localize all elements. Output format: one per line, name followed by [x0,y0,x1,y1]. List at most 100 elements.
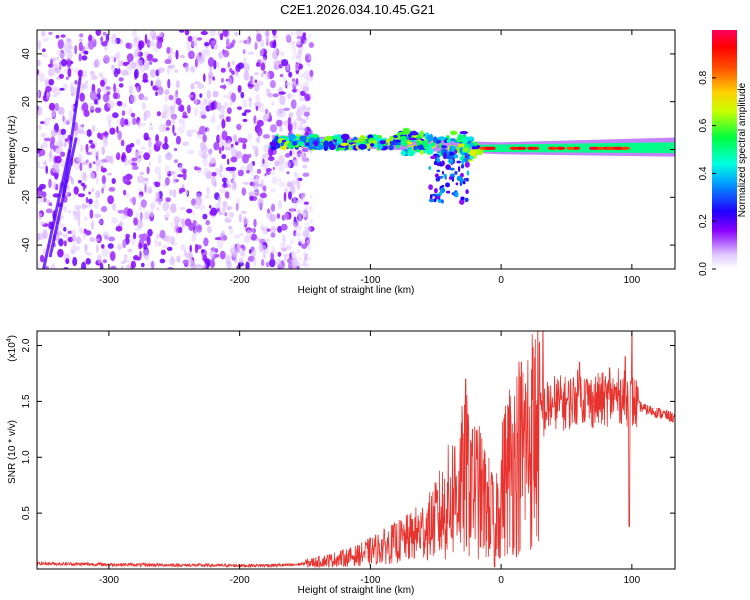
spec-noise-blob-1085 [106,248,110,256]
spec-noise-blob-1384 [45,37,49,42]
spec-noise-blob-1414 [291,55,294,61]
spec-noise-blob-354 [50,263,56,269]
spec-noise-blob-959 [192,211,196,216]
spec-noise-blob-1124 [101,187,104,194]
spec-signal-blob-224 [385,139,391,144]
spec-noise-blob-839 [283,191,287,202]
spec-noise-blob-557 [165,197,171,203]
spec-noise-blob-1161 [194,243,199,254]
spec-peak-blob-30 [606,146,615,150]
spec-noise-blob-963 [144,109,152,119]
spec-noise-blob-165 [196,133,203,140]
spec-noise-blob-1007 [88,198,93,205]
spec-tail-blob-77 [444,176,447,180]
spec-tail-blob-38 [428,184,433,191]
spec-tail-blob-70 [439,175,444,179]
spec-noise-blob-9 [139,171,145,175]
spec-noise-blob-422 [255,62,261,67]
spec-noise-blob-1231 [156,75,160,83]
spec-signal-blob-356 [286,137,290,142]
spec-peak-blob-39 [551,146,557,150]
spec-noise-blob-1450 [294,179,300,185]
spec-noise-blob-1436 [295,153,299,156]
spec-noise-blob-622 [88,139,94,144]
snr-y-scale-exp: 4 [6,338,13,342]
spec-noise-blob-809 [187,35,193,42]
spec-signal-blob-281 [392,135,398,139]
spec-noise-blob-202 [118,83,124,88]
spec-noise-blob-551 [179,104,185,112]
spec-noise-blob-862 [180,54,185,59]
spec-noise-blob-1268 [196,224,203,233]
spec-noise-blob-1365 [245,229,253,238]
spec-noise-blob-580 [179,30,185,33]
spec-noise-blob-476 [80,144,83,153]
spec-noise-blob-1477 [293,161,297,167]
spec-noise-blob-1324 [176,225,179,235]
spec-tail-blob-78 [431,193,437,197]
spec-noise-blob-1218 [218,114,225,120]
spec-noise-blob-974 [271,176,279,185]
spec-tail-blob-53 [451,192,455,195]
spec-noise-blob-1503 [299,97,304,103]
spec-noise-blob-1058 [41,54,48,58]
spec-noise-blob-1369 [65,258,70,265]
spec-noise-blob-1277 [94,98,98,105]
spec-noise-blob-1364 [132,117,137,126]
spec-noise-blob-298 [289,40,296,45]
spec-noise-blob-681 [173,147,178,152]
spec-noise-blob-501 [206,126,210,134]
spec-noise-blob-957 [116,152,121,161]
spec-noise-blob-725 [108,187,116,192]
spec-tail-blob-30 [464,161,470,168]
spec-noise-blob-1180 [285,81,292,87]
spec-noise-blob-1284 [272,30,277,36]
spec-noise-blob-1158 [155,233,161,239]
spec-noise-blob-337 [238,257,244,264]
spec-noise-blob-1276 [129,143,135,148]
spec-peak-blob-38 [589,146,595,150]
spec-noise-blob-1391 [99,262,104,269]
spec-noise-blob-863 [68,110,74,119]
spec-noise-blob-95 [154,166,162,175]
spec-noise-blob-740 [122,239,127,249]
spec-noise-blob-933 [58,238,64,247]
spec-noise-blob-1433 [298,199,302,205]
spec-noise-blob-948 [262,249,267,259]
spec-noise-blob-1500 [306,78,309,84]
spec-noise-blob-1307 [134,228,141,231]
spec-noise-blob-1160 [204,258,208,264]
spec-noise-blob-1241 [183,248,187,258]
spec-noise-blob-939 [194,97,198,105]
spec-noise-blob-1181 [268,156,275,162]
spec-noise-blob-688 [98,219,104,225]
spec-tail-blob-23 [446,155,452,160]
spec-noise-blob-786 [158,124,165,133]
snr-background [37,331,675,569]
spec-noise-blob-1261 [143,132,149,141]
spec-noise-blob-866 [202,49,208,58]
spec-noise-blob-1434 [290,93,294,99]
spec-noise-blob-1064 [285,33,291,42]
spec-noise-blob-1224 [154,181,161,188]
spec-noise-blob-1149 [251,78,255,86]
spec-noise-blob-637 [138,205,142,212]
spec-noise-blob-243 [187,104,191,114]
spec-noise-blob-738 [102,31,107,36]
spec-noise-blob-664 [244,109,252,113]
spec-noise-blob-1209 [279,125,283,132]
spec-noise-blob-686 [121,110,126,116]
snr-y-label: SNR (10 * v/v) [7,420,18,484]
spec-noise-blob-335 [64,138,68,143]
spec-peak-blob-18 [572,146,581,150]
spec-noise-blob-719 [120,260,126,265]
spec-noise-blob-1184 [63,205,68,213]
cb-tick-label-2: 0.4 [698,166,709,180]
spec-noise-blob-961 [225,116,230,122]
spec-noise-blob-1334 [165,127,170,131]
spec-noise-blob-955 [156,40,163,49]
spec-noise-blob-347 [48,178,52,189]
spec-noise-blob-999 [79,162,83,172]
spec-noise-blob-843 [241,187,247,196]
